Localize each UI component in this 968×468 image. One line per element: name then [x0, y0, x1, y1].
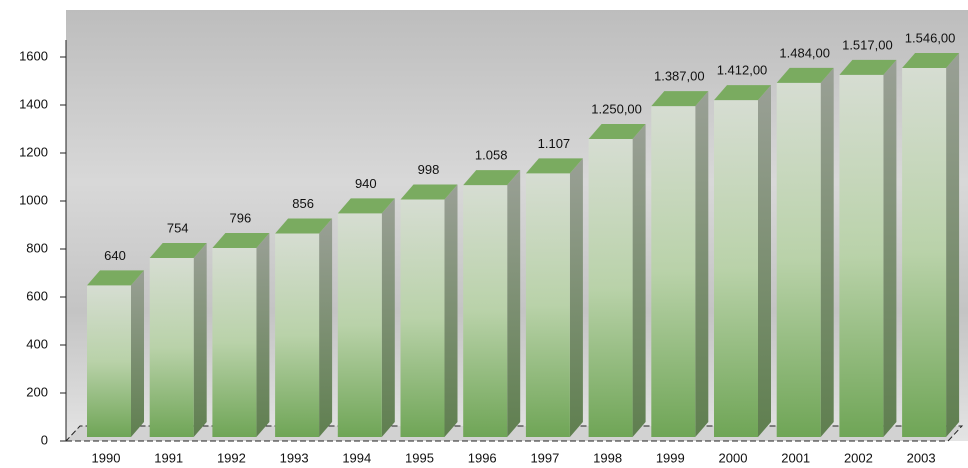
bar-front: [275, 233, 320, 437]
value-label: 1.484,00: [779, 45, 830, 60]
bar: [588, 124, 646, 437]
value-label: 754: [167, 220, 189, 235]
bar-side: [946, 52, 960, 438]
bar-front: [525, 173, 570, 437]
bar-top: [588, 124, 646, 139]
bar: [839, 59, 897, 438]
value-label: 1.387,00: [654, 69, 705, 84]
bar-front: [588, 139, 633, 437]
bar-front: [149, 258, 194, 437]
bar: [149, 243, 207, 437]
bar: [525, 158, 583, 437]
bar: [902, 52, 960, 438]
y-tick-label: 600: [26, 288, 48, 303]
x-tick-label: 1995: [405, 450, 434, 465]
bar: [463, 170, 521, 437]
y-tick-label: 800: [26, 240, 48, 255]
y-tick-label: 1600: [19, 48, 48, 63]
x-tick-label: 2003: [907, 450, 936, 465]
bar-side: [632, 124, 646, 437]
value-label: 796: [230, 210, 252, 225]
bar-top: [525, 158, 583, 174]
bar-front: [337, 213, 382, 437]
bar-front: [776, 82, 821, 437]
x-tick-label: 1999: [656, 450, 685, 465]
bar-side: [381, 198, 395, 437]
x-tick-label: 1992: [217, 450, 246, 465]
value-label: 1.250,00: [591, 101, 642, 116]
value-label: 1.546,00: [905, 30, 956, 45]
value-label: 1.107: [538, 136, 571, 151]
y-tick-label: 1400: [19, 96, 48, 111]
x-tick-label: 1991: [154, 450, 183, 465]
bar-side: [569, 158, 583, 437]
value-label: 856: [292, 196, 314, 211]
bar: [714, 85, 771, 438]
bar-front: [651, 106, 696, 438]
bar-top: [463, 170, 521, 186]
x-tick-label: 1998: [593, 450, 622, 465]
x-tick-label: 1994: [342, 450, 371, 465]
bar-front: [212, 247, 257, 437]
x-tick-label: 2000: [719, 450, 748, 465]
bar-side: [256, 232, 270, 437]
y-tick-label: 1000: [19, 192, 48, 207]
bar-top: [337, 198, 395, 214]
bar-front: [839, 74, 884, 438]
x-tick-label: 1990: [92, 450, 121, 465]
bar-top: [87, 270, 144, 286]
bar-top: [776, 67, 834, 83]
value-label: 940: [355, 176, 377, 191]
bar-front: [714, 100, 758, 438]
value-label: 1.058: [475, 148, 508, 163]
bar-front: [400, 199, 445, 437]
bar: [275, 218, 333, 437]
bar-top: [902, 52, 960, 68]
value-label: 1.412,00: [717, 63, 768, 78]
bar-top: [714, 85, 771, 101]
bar-side: [319, 218, 333, 437]
x-tick-label: 1997: [530, 450, 559, 465]
bar: [337, 198, 395, 437]
y-tick-label: 200: [26, 384, 48, 399]
bar-front: [87, 285, 131, 437]
bar-top: [212, 232, 270, 248]
x-tick-label: 2001: [781, 450, 810, 465]
bar-top: [400, 184, 458, 200]
value-label: 1.517,00: [842, 37, 893, 52]
bar-top: [149, 243, 207, 259]
x-tick-label: 1996: [468, 450, 497, 465]
x-tick-label: 1993: [280, 450, 309, 465]
bar-side: [758, 85, 771, 438]
bar-side: [193, 243, 207, 437]
bar-side: [820, 67, 834, 437]
bar: [776, 67, 834, 437]
y-tick-label: 1200: [19, 144, 48, 159]
bar-front: [902, 67, 947, 438]
bar-side: [883, 59, 897, 438]
bar: [651, 91, 709, 438]
bar-side: [444, 184, 458, 437]
bar-side: [695, 91, 709, 438]
y-tick-label: 0: [41, 432, 48, 447]
value-label: 640: [104, 248, 126, 263]
bar-side: [131, 270, 144, 437]
bar-top: [839, 59, 897, 75]
x-tick-label: 2002: [844, 450, 873, 465]
bar: [87, 270, 144, 437]
value-label: 998: [418, 162, 440, 177]
bar-front: [463, 185, 508, 437]
bar: [212, 232, 270, 437]
y-tick-label: 400: [26, 336, 48, 351]
bar-top: [275, 218, 333, 234]
bar-top: [651, 91, 709, 107]
bar-side: [507, 170, 521, 437]
bar: [400, 184, 458, 437]
